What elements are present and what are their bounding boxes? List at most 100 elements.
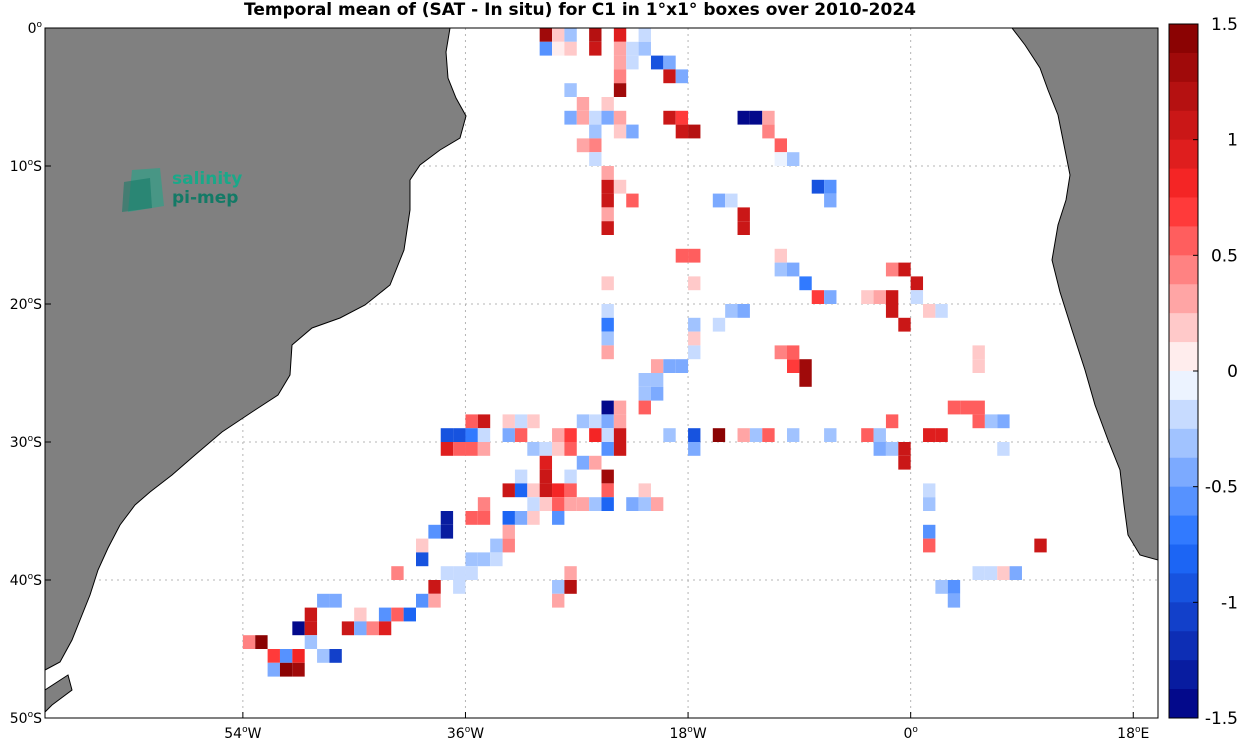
data-cell — [378, 607, 392, 622]
data-cell — [428, 580, 441, 594]
data-cell — [601, 304, 614, 318]
data-cell — [898, 317, 911, 332]
data-cell — [997, 414, 1010, 429]
data-cell — [564, 580, 577, 594]
data-cell — [601, 166, 614, 180]
colorbar-step — [1169, 371, 1198, 401]
data-cell — [465, 442, 478, 456]
data-cell — [601, 193, 614, 208]
data-cell — [341, 621, 355, 636]
data-cell — [663, 55, 676, 70]
data-cell — [502, 511, 515, 525]
lat-tick-label: 50oS — [10, 710, 42, 727]
data-cell — [725, 304, 738, 318]
data-cell — [317, 593, 330, 608]
data-cell — [861, 290, 874, 304]
data-cell — [675, 124, 689, 139]
data-cell — [440, 442, 454, 456]
data-cell — [613, 41, 627, 56]
data-cell — [947, 400, 961, 415]
colorbar-step — [1169, 573, 1198, 603]
data-cell — [712, 428, 726, 442]
colorbar: 1.5 1 0.5 0 -0.5 -1 -1.5 — [1168, 15, 1238, 729]
data-cell — [663, 359, 676, 373]
data-cell — [465, 428, 478, 442]
data-cell — [935, 304, 948, 318]
data-cell — [453, 566, 466, 580]
data-cell — [972, 345, 985, 360]
lat-tick-label: 30oS — [10, 434, 42, 451]
data-cell — [799, 373, 812, 387]
data-cell — [502, 524, 515, 539]
data-cell — [601, 469, 614, 484]
data-cell — [688, 331, 701, 346]
data-cell — [787, 262, 800, 277]
data-cell — [626, 124, 639, 139]
data-cell — [799, 276, 812, 291]
data-cell — [638, 28, 651, 42]
colorbar-step — [1169, 428, 1198, 459]
data-cell — [626, 41, 639, 56]
data-cell — [292, 621, 305, 636]
data-cell — [613, 55, 627, 70]
data-cell — [972, 400, 985, 415]
colorbar-step — [1169, 139, 1198, 170]
data-cell — [774, 248, 787, 263]
colorbar-step — [1169, 515, 1198, 545]
data-cell — [663, 69, 676, 84]
data-cell — [898, 442, 911, 456]
longitude-axis: 54oW 36oW 18oW 0o 18oE — [224, 712, 1149, 740]
data-cell — [378, 621, 392, 636]
data-cell — [712, 317, 726, 332]
data-cell — [453, 580, 466, 594]
data-cell — [329, 649, 342, 663]
data-cell — [428, 593, 441, 608]
data-cell — [762, 110, 775, 125]
data-cell — [539, 28, 553, 42]
data-cell — [453, 428, 466, 442]
data-cell — [638, 41, 651, 56]
data-cell — [613, 428, 627, 442]
lon-tick-label: 54oW — [224, 725, 261, 740]
data-cell — [737, 428, 750, 442]
lat-tick-label: 40oS — [10, 572, 42, 589]
data-cell — [527, 414, 540, 429]
data-cell — [675, 110, 689, 125]
data-cell — [688, 428, 701, 442]
data-cell — [675, 69, 689, 84]
data-cell — [737, 207, 750, 222]
data-cell — [601, 442, 614, 456]
chart-title: Temporal mean of (SAT - In situ) for C1 … — [244, 0, 916, 20]
data-cell — [675, 359, 689, 373]
data-cell — [255, 635, 268, 649]
data-cell — [576, 497, 590, 511]
data-cell — [650, 373, 664, 387]
data-cell — [638, 497, 651, 511]
data-cell — [712, 193, 726, 208]
data-cell — [638, 400, 651, 415]
lat-tick-label: 10oS — [10, 158, 42, 175]
data-cell — [873, 290, 886, 304]
colorbar-tick-label: 1 — [1227, 131, 1238, 151]
data-cell — [799, 359, 812, 373]
data-cell — [601, 110, 614, 125]
data-cell — [564, 428, 577, 442]
data-cell — [688, 345, 701, 360]
colorbar-step — [1169, 399, 1198, 430]
data-cell — [366, 621, 379, 636]
salinity-pi-mep-logo: salinity pi-mep — [122, 168, 242, 212]
data-cell — [626, 497, 639, 511]
data-cell — [613, 442, 627, 456]
data-cell — [613, 110, 627, 125]
data-cell — [947, 593, 961, 608]
data-cell — [601, 483, 614, 498]
data-cell — [762, 124, 775, 139]
data-cell — [601, 497, 614, 511]
data-cell — [997, 442, 1010, 456]
data-cell — [613, 179, 627, 194]
data-cell — [564, 41, 577, 56]
data-cell — [527, 497, 540, 511]
data-cell — [589, 41, 602, 56]
colorbar-step — [1169, 631, 1198, 661]
data-cell — [317, 649, 330, 663]
